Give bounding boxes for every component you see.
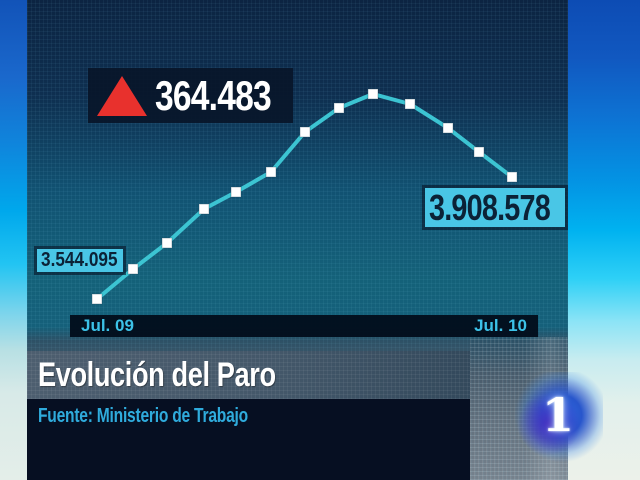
chart-source: Fuente: Ministerio de Trabajo [38, 405, 248, 427]
chart-panel: 364.483 3.544.095 3.908.578 Jul. 09 Jul.… [27, 0, 568, 480]
title-band: Evolución del Paro [27, 351, 470, 399]
data-point-marker [161, 237, 173, 249]
end-value-text: 3.908.578 [429, 186, 551, 228]
backdrop-left-strip [0, 0, 27, 480]
data-point-marker [506, 171, 518, 183]
data-point-marker [333, 102, 345, 114]
red-triangle-up-icon [97, 75, 147, 116]
data-point-marker [473, 146, 485, 158]
data-point-marker [367, 88, 379, 100]
x-axis-bar: Jul. 09 Jul. 10 [70, 315, 538, 337]
channel-logo-number: 1 [541, 388, 574, 442]
x-axis-end-tick: Jul. 10 [474, 316, 527, 335]
start-value-label: 3.544.095 [34, 246, 126, 275]
data-point-marker [198, 203, 210, 215]
x-axis-start-tick: Jul. 09 [81, 316, 134, 335]
data-point-marker [127, 263, 139, 275]
data-point-marker [299, 126, 311, 138]
delta-value: 364.483 [155, 71, 272, 119]
data-point-marker [404, 98, 416, 110]
delta-callout: 364.483 [88, 68, 293, 123]
end-value-label: 3.908.578 [422, 185, 568, 230]
start-value-text: 3.544.095 [41, 249, 118, 271]
data-point-marker [91, 293, 103, 305]
data-point-marker [442, 122, 454, 134]
chart-line-svg [91, 88, 518, 305]
channel-logo: 1 [513, 372, 603, 462]
chart-title: Evolución del Paro [38, 355, 276, 394]
data-point-marker [265, 166, 277, 178]
source-band: Fuente: Ministerio de Trabajo [27, 399, 470, 480]
data-point-marker [230, 186, 242, 198]
